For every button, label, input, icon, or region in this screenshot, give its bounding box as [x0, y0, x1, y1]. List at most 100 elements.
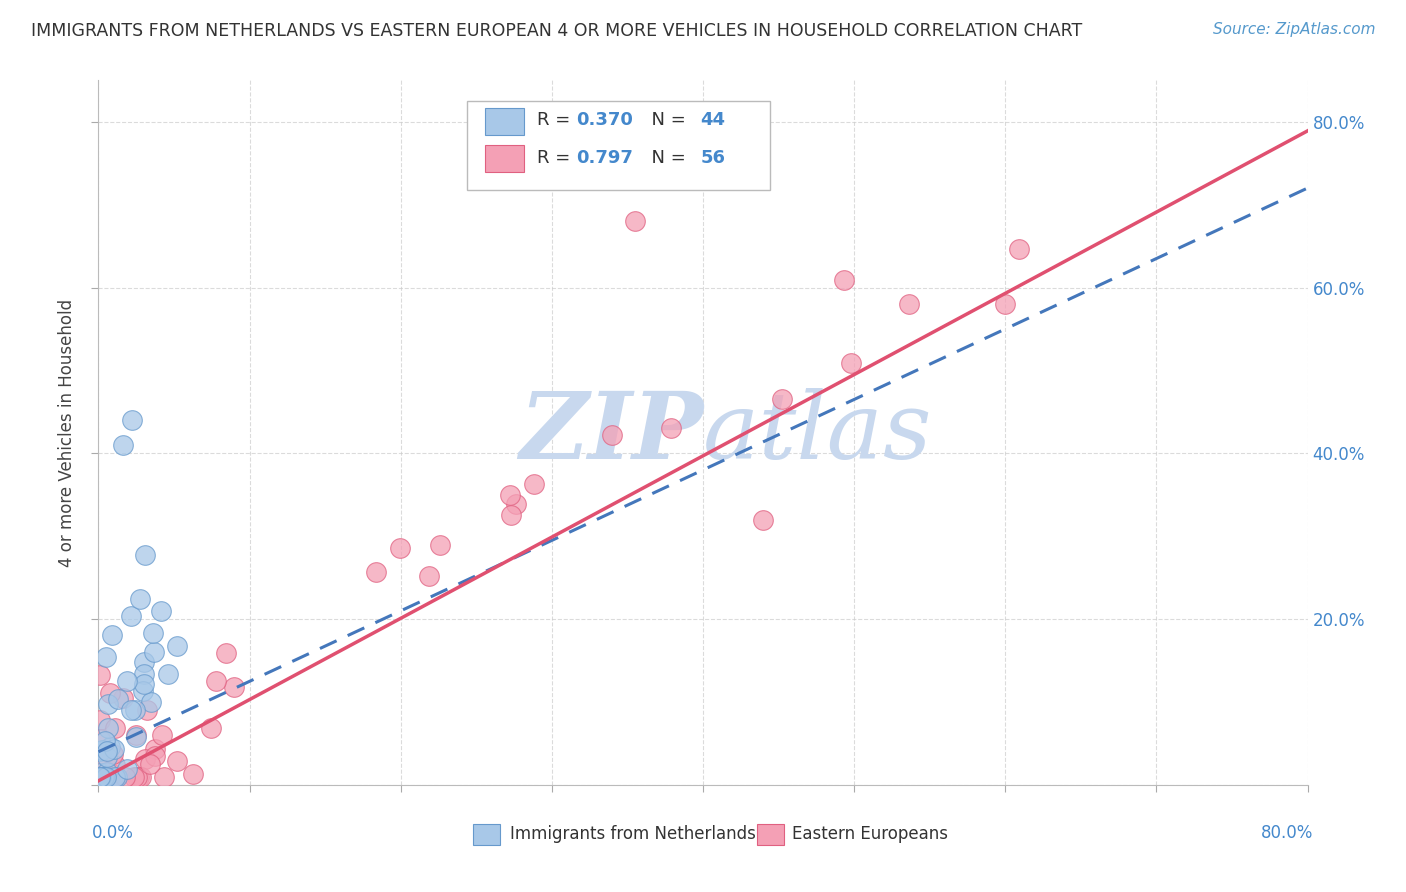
Point: [994, 297, 1017, 311]
Point: [142, 625, 165, 640]
Text: 0.0%: 0.0%: [93, 823, 134, 842]
Point: [134, 549, 156, 563]
Point: [103, 741, 125, 756]
Point: [121, 413, 143, 427]
Point: [105, 770, 128, 784]
Point: [125, 727, 148, 741]
Point: [120, 703, 142, 717]
Text: 0.370: 0.370: [576, 112, 633, 129]
Text: 44: 44: [700, 112, 725, 129]
Point: [90, 770, 112, 784]
Text: N =: N =: [640, 150, 692, 168]
Point: [143, 742, 166, 756]
Text: R =: R =: [537, 150, 576, 168]
Text: IMMIGRANTS FROM NETHERLANDS VS EASTERN EUROPEAN 4 OR MORE VEHICLES IN HOUSEHOLD : IMMIGRANTS FROM NETHERLANDS VS EASTERN E…: [31, 22, 1083, 40]
Point: [135, 704, 157, 718]
Point: [897, 296, 920, 310]
Text: 80.0%: 80.0%: [1261, 823, 1313, 842]
Point: [659, 421, 682, 435]
Point: [153, 770, 176, 784]
Point: [98, 739, 121, 754]
Text: Eastern Europeans: Eastern Europeans: [793, 825, 949, 843]
Point: [89, 732, 111, 747]
Point: [89, 770, 111, 784]
Point: [124, 703, 146, 717]
Point: [101, 747, 124, 762]
Point: [114, 770, 136, 784]
Point: [127, 770, 149, 784]
Point: [107, 692, 129, 706]
Text: ZIP: ZIP: [519, 388, 703, 477]
Point: [96, 750, 118, 764]
Point: [90, 769, 112, 783]
Point: [94, 734, 117, 748]
Point: [93, 770, 115, 784]
Point: [128, 591, 150, 606]
Point: [157, 667, 180, 681]
Point: [143, 645, 166, 659]
Point: [98, 686, 121, 700]
Point: [134, 677, 156, 691]
Text: 56: 56: [700, 150, 725, 168]
FancyBboxPatch shape: [485, 145, 524, 172]
Point: [91, 770, 114, 784]
Point: [141, 695, 163, 709]
Point: [832, 273, 855, 287]
Point: [132, 656, 155, 670]
Point: [98, 770, 121, 784]
Point: [97, 698, 120, 712]
Point: [104, 770, 127, 784]
Point: [111, 438, 134, 452]
Point: [89, 770, 111, 784]
Point: [388, 541, 411, 556]
Point: [134, 666, 156, 681]
Point: [101, 767, 124, 781]
Point: [96, 764, 118, 779]
Point: [143, 748, 166, 763]
Point: [117, 674, 139, 689]
Point: [91, 770, 114, 784]
Point: [89, 765, 111, 780]
Point: [166, 639, 188, 653]
Point: [122, 770, 145, 784]
Point: [97, 770, 120, 784]
Point: [97, 770, 120, 784]
Point: [131, 770, 153, 784]
Text: Immigrants from Netherlands: Immigrants from Netherlands: [509, 825, 755, 843]
FancyBboxPatch shape: [474, 823, 501, 845]
Point: [104, 721, 127, 735]
Point: [89, 668, 111, 682]
Text: 0.797: 0.797: [576, 150, 633, 168]
Point: [366, 565, 388, 579]
Point: [150, 604, 173, 618]
Text: Source: ZipAtlas.com: Source: ZipAtlas.com: [1212, 22, 1375, 37]
Point: [101, 628, 124, 642]
Point: [1008, 242, 1031, 256]
Point: [103, 757, 125, 772]
Point: [429, 538, 451, 552]
Point: [770, 392, 793, 406]
FancyBboxPatch shape: [758, 823, 785, 845]
Point: [418, 569, 440, 583]
Point: [89, 770, 111, 784]
FancyBboxPatch shape: [467, 102, 769, 189]
Point: [89, 770, 111, 784]
Point: [97, 721, 120, 735]
Text: atlas: atlas: [703, 388, 932, 477]
Point: [120, 609, 142, 624]
Point: [128, 770, 150, 784]
Point: [105, 770, 128, 784]
Point: [134, 752, 156, 766]
Point: [139, 757, 162, 772]
Point: [499, 488, 522, 502]
Y-axis label: 4 or more Vehicles in Household: 4 or more Vehicles in Household: [58, 299, 76, 566]
Point: [132, 684, 155, 698]
Point: [90, 770, 112, 784]
Point: [224, 681, 246, 695]
Point: [89, 744, 111, 758]
Point: [523, 477, 546, 491]
Point: [89, 770, 111, 784]
Point: [205, 674, 228, 689]
Point: [752, 513, 775, 527]
Point: [624, 214, 647, 228]
